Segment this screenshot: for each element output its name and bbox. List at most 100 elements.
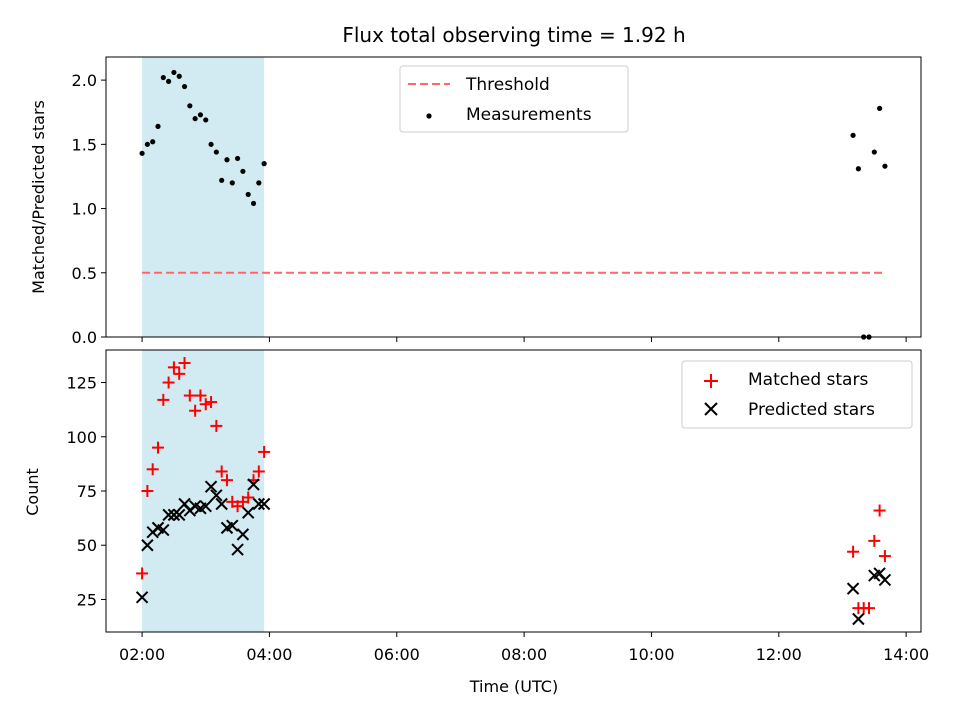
bottom-legend: Matched stars Predicted stars bbox=[681, 360, 913, 429]
bottom-y-tick-label: 125 bbox=[66, 374, 97, 393]
top-y-tick-label: 0.5 bbox=[72, 264, 97, 283]
measurement-point bbox=[882, 163, 888, 169]
predicted-star-point bbox=[231, 543, 244, 556]
predicted-star-point bbox=[846, 582, 860, 595]
bottom-panel: 25 50 75 100 125 02:00 04:00 06:00 08:00 10:00 12… bbox=[23, 349, 929, 696]
bottom-y-ticks: 25 50 75 100 125 bbox=[66, 374, 106, 609]
measurement-point bbox=[256, 180, 262, 186]
legend-matched-label: Matched stars bbox=[748, 370, 868, 390]
measurement-point bbox=[871, 149, 877, 155]
matched-star-point bbox=[157, 393, 170, 406]
top-marks bbox=[139, 69, 888, 340]
bottom-y-tick-label: 50 bbox=[77, 536, 97, 555]
bottom-y-axis-label: Count bbox=[23, 468, 42, 516]
legend-threshold-label: Threshold bbox=[465, 75, 550, 95]
matched-star-point bbox=[178, 357, 191, 370]
top-y-tick-label: 0.0 bbox=[72, 328, 97, 347]
measurement-point bbox=[171, 69, 177, 76]
measurement-point bbox=[245, 191, 251, 198]
bottom-shaded-interval bbox=[142, 350, 265, 632]
top-y-axis-label: Matched/Predicted stars bbox=[29, 100, 48, 294]
matched-star-point bbox=[205, 396, 218, 409]
predicted-star-point bbox=[135, 591, 149, 604]
predicted-star-point bbox=[236, 528, 250, 541]
x-tick-label: 06:00 bbox=[374, 645, 420, 664]
predicted-star-point bbox=[210, 489, 223, 502]
matched-star-point bbox=[863, 602, 876, 615]
matched-star-point bbox=[183, 389, 196, 402]
predicted-star-point bbox=[199, 499, 212, 513]
matched-star-point bbox=[189, 404, 202, 417]
measurement-point bbox=[139, 150, 145, 156]
predicted-star-point bbox=[141, 539, 154, 552]
matched-star-point bbox=[258, 445, 271, 458]
measurement-point bbox=[234, 155, 241, 162]
x-tick-label: 10:00 bbox=[628, 645, 674, 664]
predicted-star-point bbox=[167, 508, 181, 522]
matched-star-point bbox=[220, 474, 233, 487]
predicted-star-point bbox=[247, 478, 260, 491]
top-legend: Threshold Measurements bbox=[399, 65, 629, 133]
top-x-ticks bbox=[141, 337, 907, 342]
matched-star-point bbox=[199, 398, 212, 411]
measurement-point bbox=[219, 177, 225, 183]
matched-star-point bbox=[847, 545, 860, 558]
measurement-point bbox=[213, 149, 219, 155]
measurement-point bbox=[197, 112, 204, 118]
legend-measurements-label: Measurements bbox=[466, 105, 592, 125]
bottom-marks bbox=[135, 357, 892, 626]
legend-predicted-label: Predicted stars bbox=[748, 400, 875, 420]
matched-star-point bbox=[136, 567, 149, 580]
predicted-star-point bbox=[204, 480, 218, 493]
measurement-point bbox=[850, 132, 856, 138]
legend-predicted-swatch bbox=[704, 402, 718, 416]
measurement-point bbox=[855, 166, 861, 172]
x-tick-label: 04:00 bbox=[246, 645, 292, 664]
measurement-point bbox=[187, 103, 193, 109]
bottom-legend-box bbox=[681, 360, 913, 429]
top-legend-box bbox=[399, 65, 629, 133]
matched-star-point bbox=[242, 491, 255, 504]
predicted-star-point bbox=[257, 497, 271, 511]
measurement-point bbox=[176, 73, 182, 79]
predicted-star-point bbox=[157, 523, 170, 537]
measurement-point bbox=[261, 161, 267, 167]
matched-star-point bbox=[878, 550, 891, 563]
top-chart-title: Flux total observing time = 1.92 h bbox=[342, 23, 685, 47]
top-y-ticks: 0.0 0.5 1.0 1.5 2.0 bbox=[72, 71, 106, 347]
matched-star-point bbox=[215, 465, 228, 478]
x-tick-label: 02:00 bbox=[119, 645, 165, 664]
x-axis-label: Time (UTC) bbox=[469, 677, 558, 696]
top-y-tick-label: 1.5 bbox=[72, 135, 97, 154]
top-shaded-interval bbox=[142, 57, 265, 337]
predicted-star-point bbox=[252, 497, 266, 511]
bottom-y-tick-label: 100 bbox=[66, 428, 97, 447]
matched-star-point bbox=[210, 419, 223, 432]
measurement-point bbox=[150, 139, 156, 145]
top-y-tick-label: 2.0 bbox=[72, 71, 97, 90]
x-tick-label: 14:00 bbox=[883, 645, 929, 664]
measurement-point bbox=[208, 141, 214, 147]
predicted-star-point bbox=[241, 506, 255, 519]
measurement-point bbox=[192, 116, 198, 122]
matched-star-point bbox=[868, 534, 881, 547]
x-tick-label: 12:00 bbox=[756, 645, 802, 664]
matched-star-point bbox=[167, 361, 180, 374]
predicted-star-point bbox=[215, 497, 228, 511]
predicted-star-point bbox=[162, 508, 175, 522]
matched-star-point bbox=[252, 465, 265, 478]
bottom-y-tick-label: 75 bbox=[77, 482, 97, 501]
predicted-star-point bbox=[173, 508, 186, 522]
bottom-x-ticks: 02:00 04:00 06:00 08:00 10:00 12:00 14:00 bbox=[119, 632, 929, 664]
measurement-point bbox=[229, 180, 235, 186]
top-panel: 0.00.51.01.52.0 Matched/Predicted stars … bbox=[29, 56, 922, 347]
matched-star-point bbox=[151, 441, 164, 454]
top-axes-frame bbox=[105, 56, 922, 338]
measurement-point bbox=[224, 157, 230, 163]
measurement-point bbox=[203, 117, 209, 123]
measurement-point bbox=[144, 141, 150, 147]
legend-matched-swatch bbox=[704, 374, 718, 388]
measurement-point bbox=[155, 123, 161, 129]
matched-star-point bbox=[173, 367, 186, 380]
